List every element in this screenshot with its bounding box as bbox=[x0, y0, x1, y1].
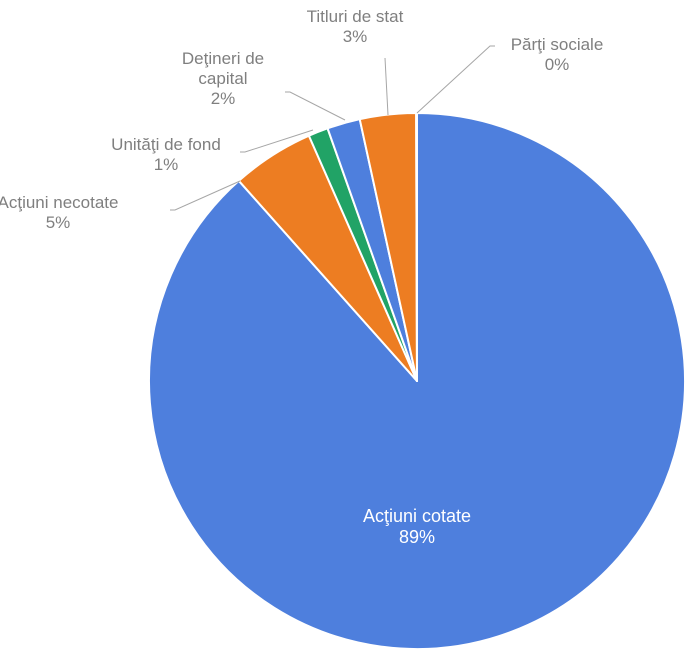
data-label-value: 5% bbox=[46, 213, 71, 232]
leader-lines bbox=[170, 45, 495, 211]
data-label-name: Acţiuni cotate bbox=[363, 506, 471, 526]
leader-line-titluri-de-stat bbox=[384, 57, 389, 116]
data-label-name: Acţiuni necotate bbox=[0, 193, 118, 212]
leader-line-parti-sociale bbox=[416, 45, 495, 114]
data-label-titluri-de-stat: Titluri de stat 3% bbox=[307, 7, 404, 46]
data-label-actiuni-cotate: Acţiuni cotate 89% bbox=[363, 506, 471, 547]
data-label-detineri-de-capital: Deţineri de capital 2% bbox=[182, 49, 264, 108]
leader-line-detineri-de-capital bbox=[285, 91, 346, 121]
data-label-name: Titluri de stat bbox=[307, 7, 404, 26]
data-label-value: 0% bbox=[545, 55, 570, 74]
data-label-unitati-de-fond: Unităţi de fond 1% bbox=[111, 135, 221, 174]
leader-line-unitati-de-fond bbox=[240, 129, 314, 153]
data-label-actiuni-necotate: Acţiuni necotate 5% bbox=[0, 193, 118, 232]
data-label-value: 1% bbox=[154, 155, 179, 174]
pie-slices bbox=[148, 111, 685, 650]
data-label-value: 89% bbox=[399, 527, 435, 547]
data-label-parti-sociale: Părţi sociale 0% bbox=[511, 35, 604, 74]
leader-line-actiuni-necotate bbox=[170, 180, 241, 211]
data-labels: Acţiuni cotate 89% Acţiuni necotate 5% Unită… bbox=[0, 7, 603, 547]
data-label-name: capital bbox=[198, 69, 247, 88]
data-label-value: 3% bbox=[343, 27, 368, 46]
data-label-name: Unităţi de fond bbox=[111, 135, 221, 154]
data-label-name: Părţi sociale bbox=[511, 35, 604, 54]
data-label-value: 2% bbox=[211, 89, 236, 108]
pie-slice-parti-sociale bbox=[415, 111, 418, 382]
data-label-name: Deţineri de bbox=[182, 49, 264, 68]
